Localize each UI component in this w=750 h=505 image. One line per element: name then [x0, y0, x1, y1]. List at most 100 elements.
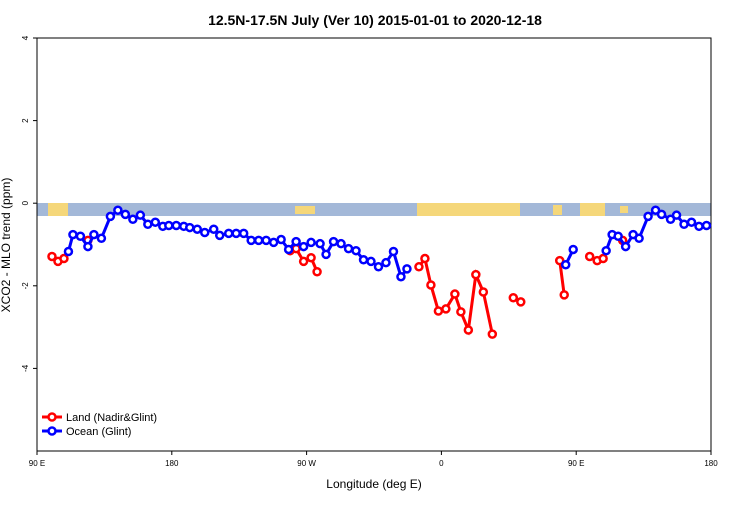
point: [463, 325, 474, 335]
point: [487, 329, 498, 339]
point: [508, 293, 519, 303]
point: [396, 271, 406, 282]
point: [208, 224, 219, 234]
x-tick-label: 90 W: [297, 459, 316, 468]
point: [63, 246, 74, 257]
point: [96, 233, 107, 244]
point: [298, 256, 309, 267]
point: [634, 233, 644, 244]
point: [89, 229, 99, 240]
point: [223, 228, 234, 239]
point: [105, 211, 116, 222]
point: [441, 304, 451, 314]
point: [694, 221, 704, 232]
point: [516, 297, 526, 307]
point: [231, 228, 241, 239]
point: [336, 238, 346, 249]
y-tick-label: 4: [21, 35, 30, 40]
map-strip: [37, 203, 711, 216]
legend-label: Land (Nadir&Glint): [66, 412, 157, 424]
point: [559, 290, 569, 300]
legend-marker: [47, 412, 57, 422]
point: [554, 255, 565, 266]
point: [650, 205, 661, 215]
point: [620, 241, 631, 252]
point: [358, 255, 369, 265]
point: [298, 241, 309, 252]
point: [120, 209, 131, 220]
point: [185, 222, 195, 233]
point: [433, 306, 444, 316]
y-tick-label: -2: [21, 282, 30, 290]
point: [560, 259, 571, 270]
x-tick-label: 0: [439, 459, 444, 468]
point: [150, 217, 161, 227]
point: [456, 307, 466, 317]
x-tick-label: 90 E: [568, 459, 584, 468]
point: [426, 280, 436, 290]
point: [59, 253, 69, 264]
series-line: [52, 240, 623, 334]
point: [450, 289, 460, 299]
y-axis-label: XCO2 - MLO trend (ppm): [0, 178, 13, 313]
point: [128, 214, 138, 225]
point: [261, 235, 271, 246]
point: [665, 214, 676, 225]
point: [613, 231, 623, 241]
point: [601, 245, 611, 256]
point: [478, 287, 489, 297]
point: [321, 249, 331, 260]
point: [306, 237, 316, 248]
point: [414, 262, 424, 272]
point: [276, 234, 286, 245]
point: [143, 219, 153, 230]
point: [312, 267, 322, 277]
point: [113, 205, 123, 215]
point: [373, 262, 384, 272]
point: [701, 220, 712, 231]
point: [351, 245, 361, 256]
point: [328, 236, 339, 247]
point: [402, 264, 412, 274]
point: [253, 235, 264, 246]
point: [366, 256, 376, 267]
point: [291, 236, 301, 247]
x-tick-label: 180: [704, 459, 718, 468]
point: [420, 253, 430, 264]
x-tick-label: 90 E: [29, 459, 45, 468]
point: [671, 210, 682, 220]
legend: Land (Nadir&Glint) Ocean (Glint): [42, 412, 157, 438]
point: [381, 257, 391, 268]
chart-title: 12.5N-17.5N July (Ver 10) 2015-01-01 to …: [208, 12, 542, 28]
point: [135, 210, 146, 220]
point: [306, 252, 316, 263]
point: [246, 235, 256, 246]
point: [686, 217, 697, 227]
point: [268, 237, 279, 248]
point: [388, 246, 399, 257]
y-tick-label: -4: [21, 364, 30, 372]
point: [679, 219, 689, 230]
point: [283, 244, 294, 255]
point: [192, 224, 203, 234]
point: [47, 251, 57, 262]
point: [214, 230, 225, 241]
point: [68, 229, 78, 240]
point: [598, 253, 608, 264]
point: [238, 228, 249, 239]
point: [164, 220, 174, 231]
y-tick-label: 2: [21, 118, 30, 123]
point: [643, 211, 653, 222]
point: [200, 227, 210, 238]
legend-label: Ocean (Glint): [66, 426, 131, 438]
plot-frame: [36, 37, 712, 452]
y-tick-label: 0: [21, 200, 30, 205]
legend-marker: [47, 426, 57, 436]
point: [343, 243, 354, 254]
point: [471, 269, 481, 280]
point: [315, 238, 325, 249]
point: [171, 220, 182, 231]
point: [656, 209, 667, 220]
point: [83, 241, 93, 252]
point: [75, 231, 86, 241]
